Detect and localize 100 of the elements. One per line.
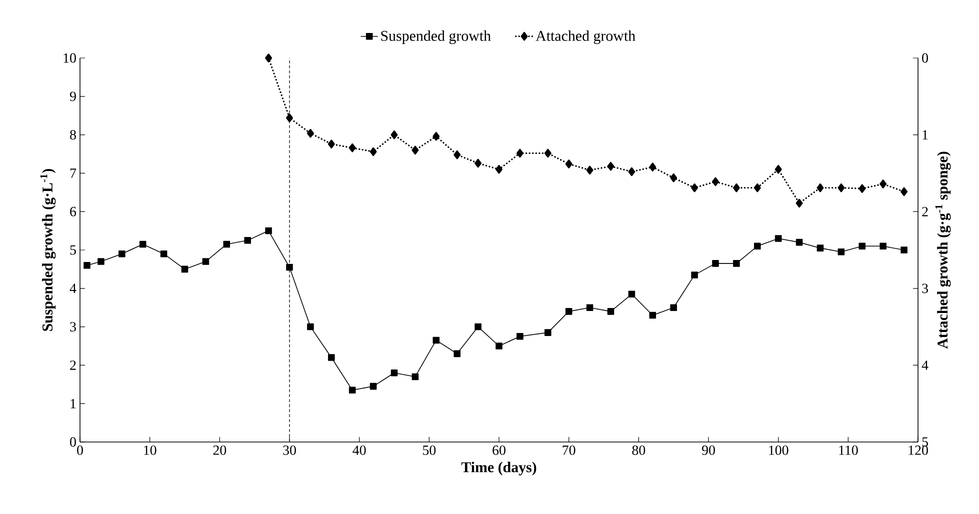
point	[244, 237, 251, 244]
point	[900, 187, 908, 196]
point	[880, 242, 886, 250]
x-axis-title: Time (days)	[461, 462, 536, 476]
x-tick-label: 70	[562, 446, 576, 455]
point	[858, 184, 866, 193]
y-tick-label: 9	[70, 92, 76, 102]
point	[816, 244, 824, 252]
point	[139, 240, 146, 248]
point	[202, 258, 210, 265]
x-tick-label: 110	[839, 446, 858, 455]
point	[370, 147, 377, 156]
point	[286, 264, 293, 271]
x-tick-label: 90	[702, 446, 715, 455]
y-tick-label: 2	[70, 360, 76, 370]
y-tick-label: 6	[70, 206, 76, 216]
point	[516, 333, 524, 340]
point	[816, 183, 824, 192]
x-tick-label: 80	[632, 446, 646, 455]
point	[370, 382, 377, 390]
y-tick-label: 1	[70, 398, 76, 408]
point	[880, 180, 887, 188]
point	[223, 240, 230, 248]
point	[265, 227, 272, 234]
point	[454, 350, 460, 358]
point	[858, 242, 866, 250]
y2-axis-title: Attached growth (g·g$^{-1}$ sponge)	[935, 152, 951, 349]
point	[98, 258, 104, 265]
y2-tick-label: 4	[922, 360, 928, 370]
point	[412, 146, 419, 155]
y2-tick-label: 2	[922, 206, 928, 216]
y-tick-label: 0	[70, 437, 76, 447]
point	[754, 242, 761, 250]
point	[307, 323, 314, 330]
point	[496, 164, 502, 174]
x-tick-label: 50	[423, 446, 436, 455]
point	[754, 183, 761, 192]
point	[838, 248, 845, 256]
point	[390, 369, 398, 376]
point	[265, 54, 272, 62]
y-tick-label: 7	[70, 168, 76, 178]
point	[348, 143, 356, 152]
point	[838, 183, 845, 192]
point	[649, 162, 656, 172]
point	[496, 342, 502, 350]
y2-tick-label: 1	[922, 130, 928, 140]
point	[900, 246, 908, 254]
point	[565, 308, 572, 315]
y-axis-title: Suspended growth (g·L$^{-1}$)	[40, 168, 56, 331]
point	[732, 183, 740, 192]
point	[544, 148, 552, 158]
y-tick-label: 4	[70, 284, 76, 293]
point	[586, 166, 594, 175]
x-tick-label: 30	[283, 446, 296, 455]
y-tick-label: 5	[70, 245, 76, 255]
point	[691, 272, 698, 278]
point	[306, 128, 314, 138]
y-tick-label: 3	[70, 322, 76, 332]
point	[84, 262, 90, 269]
point	[348, 386, 356, 394]
y2-tick-label: 5	[922, 437, 928, 447]
point	[181, 266, 188, 273]
point	[774, 164, 782, 174]
point	[286, 114, 293, 122]
legend-label: Suspended growth	[381, 30, 491, 44]
point	[474, 158, 482, 168]
point	[607, 162, 614, 171]
y2-tick-label: 0	[922, 53, 928, 63]
x-tick-label: 40	[352, 446, 366, 455]
point	[544, 329, 552, 336]
point	[628, 290, 636, 298]
x-tick-label: 10	[144, 446, 156, 455]
point	[565, 160, 572, 168]
point	[390, 130, 398, 140]
x-tick-label: 60	[492, 446, 506, 455]
point	[691, 183, 698, 192]
point	[628, 167, 636, 176]
x-tick-label: 20	[213, 446, 226, 455]
legend-label: Attached growth	[536, 30, 636, 44]
point	[712, 177, 719, 186]
point	[118, 250, 126, 258]
point	[328, 140, 335, 148]
point	[412, 373, 419, 380]
x-tick-label: 100	[769, 446, 788, 455]
point	[432, 132, 440, 141]
point	[328, 354, 335, 361]
y2-tick-label: 3	[922, 284, 928, 294]
point	[796, 238, 803, 246]
point	[586, 304, 594, 311]
point	[649, 312, 656, 319]
point	[774, 235, 782, 242]
x-tick-label: 0	[77, 446, 83, 455]
point	[474, 323, 482, 330]
point	[733, 260, 740, 267]
point	[670, 304, 677, 311]
point	[712, 260, 719, 267]
point	[796, 198, 803, 208]
x-tick-label: 120	[908, 446, 928, 455]
point	[454, 150, 461, 160]
point	[160, 250, 168, 258]
